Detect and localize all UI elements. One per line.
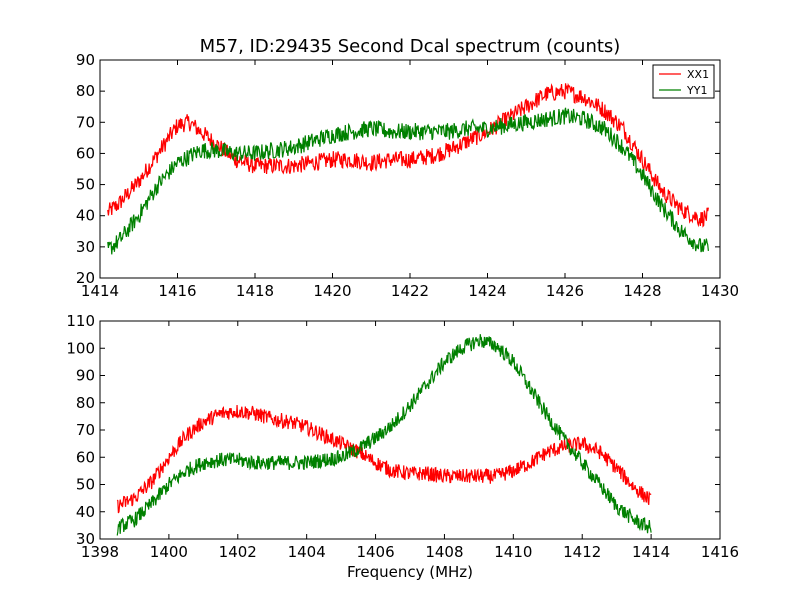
y-tick-label: 100 [66, 339, 95, 357]
x-tick-label: 1416 [158, 282, 196, 300]
x-tick-label: 1418 [236, 282, 274, 300]
bottom-panel: 1398 1400 1402 1404 1406 1408 1410 1412 1414 1416… [66, 312, 739, 561]
x-tick-label: 1416 [701, 543, 739, 561]
x-tick-label: 1408 [425, 543, 463, 561]
y-tick-label: 80 [76, 82, 95, 100]
x-tick-label: 1420 [313, 282, 351, 300]
y-tick-label: 30 [76, 530, 95, 548]
legend-box [652, 64, 715, 99]
y-tick-label: 20 [76, 269, 95, 287]
y-tick-label: 110 [66, 312, 95, 330]
legend-label: YY1 [686, 84, 707, 97]
series-line-1 [116, 334, 652, 536]
x-axis-label: Frequency (MHz) [347, 563, 473, 581]
y-tick-label: 40 [76, 207, 95, 225]
y-tick-label: 90 [76, 51, 95, 69]
series-line-0 [116, 404, 652, 514]
x-tick-label: 1404 [288, 543, 326, 561]
y-tick-label: 70 [76, 421, 95, 439]
x-tick-label: 1428 [623, 282, 661, 300]
chart-title: M57, ID:29435 Second Dcal spectrum (coun… [200, 36, 621, 57]
x-tick-label: 1414 [632, 543, 670, 561]
y-tick-label: 70 [76, 113, 95, 131]
y-tick-label: 60 [76, 144, 95, 162]
x-tick-label: 1406 [356, 543, 394, 561]
x-tick-label: 1426 [546, 282, 584, 300]
x-tick-label: 1422 [391, 282, 429, 300]
y-tick-label: 40 [76, 503, 95, 521]
series-line-0 [107, 82, 709, 228]
y-tick-label: 90 [76, 367, 95, 385]
x-tick-label: 1412 [563, 543, 601, 561]
series-line-1 [107, 107, 709, 255]
top-panel: 1414 1416 1418 1420 1422 1424 1426 1428 1430 20 30… [76, 51, 739, 300]
y-tick-label: 50 [76, 176, 95, 194]
x-tick-label: 1414 [81, 282, 119, 300]
y-tick-label: 30 [76, 238, 95, 256]
x-tick-label: 1400 [150, 543, 188, 561]
legend-label: XX1 [687, 68, 709, 81]
x-tick-label: 1424 [468, 282, 506, 300]
y-tick-label: 80 [76, 394, 95, 412]
x-tick-label: 1402 [219, 543, 257, 561]
plot-frame [99, 59, 721, 279]
x-tick-label: 1430 [701, 282, 739, 300]
x-tick-label: 1398 [81, 543, 119, 561]
y-tick-label: 50 [76, 476, 95, 494]
y-tick-label: 60 [76, 448, 95, 466]
x-tick-label: 1410 [494, 543, 532, 561]
